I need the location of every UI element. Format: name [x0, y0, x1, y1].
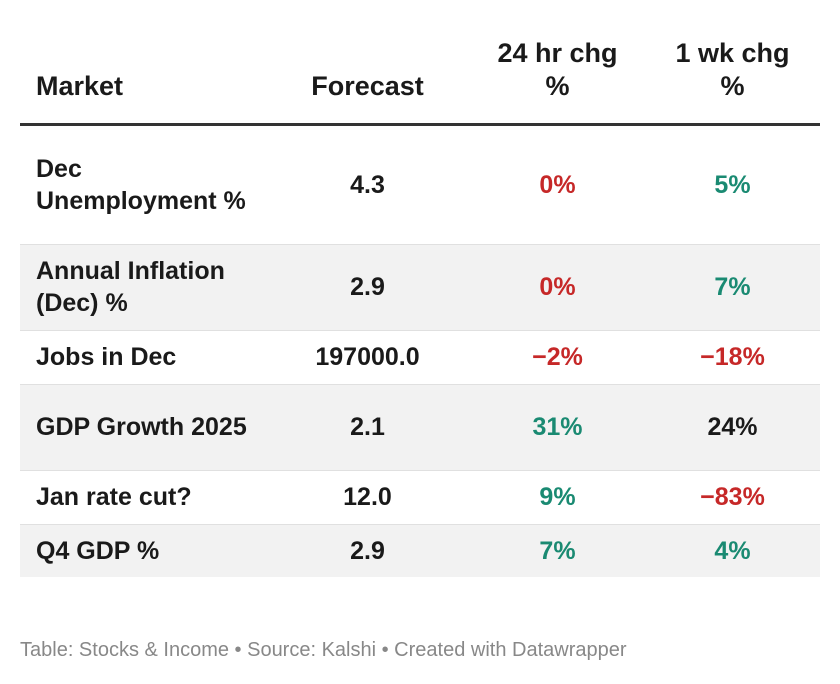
- market-cell: GDP Growth 2025: [20, 384, 265, 471]
- column-header-market[interactable]: Market: [20, 0, 265, 126]
- table-row: Annual Inflation (Dec) % 2.9 0% 7%: [20, 244, 820, 331]
- column-header-forecast[interactable]: Forecast: [265, 0, 470, 126]
- table-row: Jobs in Dec 197000.0 −2% −18%: [20, 330, 820, 385]
- table-header: Market Forecast 24 hr chg % 1 wk chg %: [20, 0, 820, 126]
- table-footer-credits: Table: Stocks & Income • Source: Kalshi …: [20, 639, 627, 661]
- chg-24hr-cell: 0%: [470, 244, 645, 331]
- header-row: Market Forecast 24 hr chg % 1 wk chg %: [20, 0, 820, 126]
- column-header-1wk-chg[interactable]: 1 wk chg %: [645, 0, 820, 126]
- chg-1wk-cell: 4%: [645, 524, 820, 577]
- forecast-cell: 2.1: [265, 384, 470, 471]
- market-cell: Annual Inflation (Dec) %: [20, 244, 265, 331]
- chg-24hr-cell: −2%: [470, 330, 645, 385]
- chg-24hr-cell: 0%: [470, 124, 645, 245]
- forecast-table: Market Forecast 24 hr chg % 1 wk chg % D…: [20, 0, 820, 577]
- table-row: Dec Unemployment % 4.3 0% 5%: [20, 124, 820, 245]
- table-row: Jan rate cut? 12.0 9% −83%: [20, 470, 820, 525]
- market-cell: Jobs in Dec: [20, 330, 265, 385]
- chg-1wk-cell: 5%: [645, 124, 820, 245]
- market-cell: Jan rate cut?: [20, 470, 265, 525]
- forecast-cell: 4.3: [265, 124, 470, 245]
- forecast-cell: 197000.0: [265, 330, 470, 385]
- forecast-cell: 2.9: [265, 244, 470, 331]
- chg-1wk-cell: −83%: [645, 470, 820, 525]
- chg-24hr-cell: 31%: [470, 384, 645, 471]
- forecast-table-container: Market Forecast 24 hr chg % 1 wk chg % D…: [20, 0, 820, 577]
- forecast-cell: 2.9: [265, 524, 470, 577]
- column-header-24hr-chg[interactable]: 24 hr chg %: [470, 0, 645, 126]
- chg-1wk-cell: 24%: [645, 384, 820, 471]
- table-row: Q4 GDP % 2.9 7% 4%: [20, 524, 820, 577]
- forecast-cell: 12.0: [265, 470, 470, 525]
- market-cell: Dec Unemployment %: [20, 124, 265, 245]
- chg-1wk-cell: 7%: [645, 244, 820, 331]
- chg-24hr-cell: 7%: [470, 524, 645, 577]
- table-body: Dec Unemployment % 4.3 0% 5% Annual Infl…: [20, 124, 820, 577]
- table-row: GDP Growth 2025 2.1 31% 24%: [20, 384, 820, 471]
- market-cell: Q4 GDP %: [20, 524, 265, 577]
- chg-1wk-cell: −18%: [645, 330, 820, 385]
- chg-24hr-cell: 9%: [470, 470, 645, 525]
